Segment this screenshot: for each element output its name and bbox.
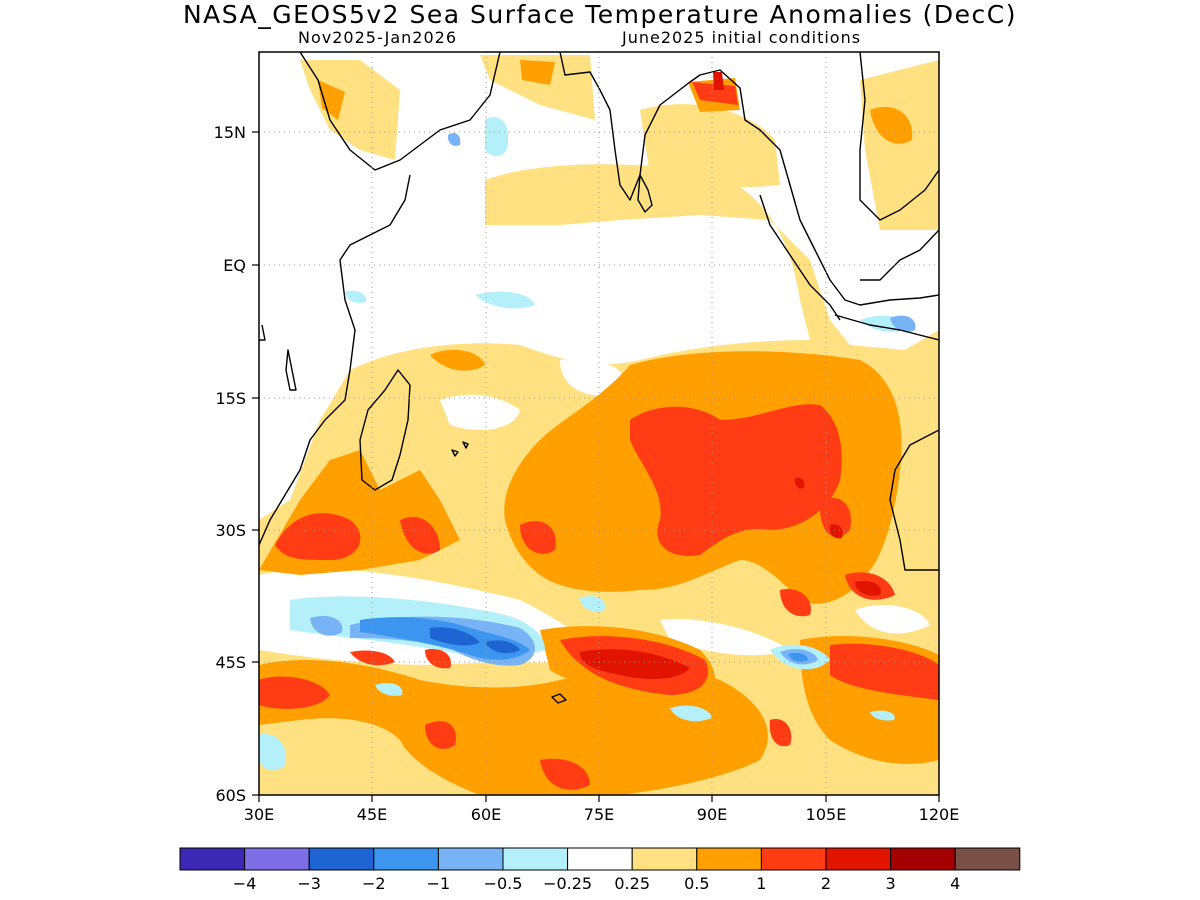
color-scale-label: −0.25	[543, 874, 592, 893]
lon-tick-label: 30E	[244, 805, 274, 824]
lon-tick-label: 120E	[919, 805, 960, 824]
color-swatch	[890, 847, 956, 871]
color-scale-label: −0.5	[484, 874, 523, 893]
forecast-period: Nov2025-Jan2026	[298, 28, 457, 47]
color-swatch	[502, 847, 569, 871]
lat-tick-label: 15S	[215, 389, 246, 408]
color-swatch	[696, 847, 762, 871]
color-swatch	[373, 847, 439, 871]
color-swatch	[308, 847, 375, 871]
color-scale-label: 3	[886, 874, 896, 893]
color-scale-label: −4	[233, 874, 257, 893]
color-scale-label: 1	[756, 874, 766, 893]
color-scale-label: −1	[427, 874, 451, 893]
map-title: NASA_GEOS5v2 Sea Surface Temperature Ano…	[182, 0, 1018, 29]
initial-conditions: June2025 initial conditions	[622, 28, 862, 47]
lat-tick-label: 30S	[215, 521, 246, 540]
anomaly-band-neg-2-3	[430, 627, 520, 654]
color-scale-label: 0.5	[684, 874, 709, 893]
lat-tick-label: 60S	[215, 786, 246, 805]
color-scale-label: −2	[362, 874, 386, 893]
color-scale-labels: −4 −3 −2 −1 −0.5 −0.25 0.25 0.5 1 2 3 4	[233, 874, 960, 893]
color-scale-label: 0.25	[614, 874, 650, 893]
color-swatch	[567, 847, 633, 871]
color-swatch	[437, 847, 504, 871]
lon-tick-label: 90E	[697, 805, 727, 824]
color-swatch	[244, 847, 310, 871]
map-grid	[259, 52, 939, 795]
color-scale-swatches	[179, 847, 1021, 871]
anomaly-band-2-3	[580, 72, 881, 680]
lat-tick-label: EQ	[223, 256, 246, 275]
lon-tick-label: 105E	[806, 805, 847, 824]
color-swatch	[631, 847, 698, 871]
anomaly-band-1-2	[259, 82, 939, 790]
color-swatch	[760, 847, 827, 871]
color-swatch	[954, 847, 1021, 871]
lat-tick-label: 45S	[215, 653, 246, 672]
lon-tick-label: 75E	[584, 805, 614, 824]
color-scale-label: 4	[950, 874, 960, 893]
lon-tick-label: 45E	[357, 805, 387, 824]
axis-ticks	[252, 131, 940, 802]
lon-tick-label: 60E	[471, 805, 501, 824]
color-scale-label: 2	[821, 874, 831, 893]
lat-tick-label: 15N	[214, 123, 246, 142]
color-scale-label: −3	[297, 874, 321, 893]
coastline	[259, 52, 939, 704]
color-swatch	[825, 847, 892, 871]
color-swatch	[179, 847, 246, 871]
